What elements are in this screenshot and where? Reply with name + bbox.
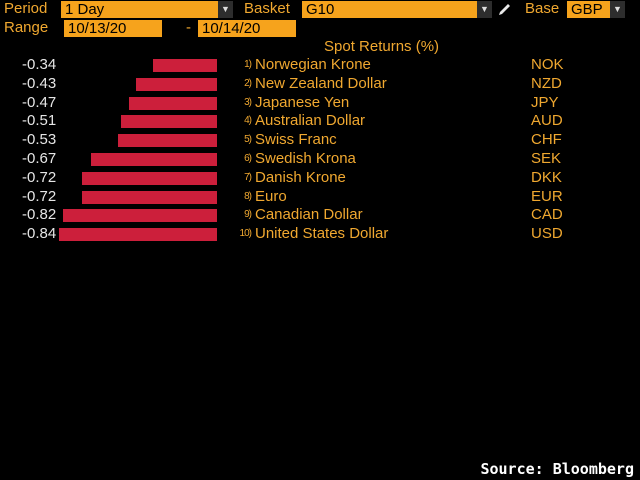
- bar: [136, 78, 217, 91]
- currency-code: DKK: [531, 169, 562, 186]
- rank-label: 10): [239, 228, 252, 239]
- currency-name: Swedish Krona: [255, 150, 356, 167]
- bar: [59, 228, 217, 241]
- rank-label: 8): [244, 191, 252, 202]
- value-label: -0.51: [22, 112, 57, 129]
- list-item[interactable]: -0.47 3) Japanese Yen JPY: [0, 94, 640, 112]
- list-item[interactable]: -0.53 5) Swiss Franc CHF: [0, 131, 640, 149]
- currency-code: AUD: [531, 112, 563, 129]
- value-label: -0.82: [22, 206, 57, 223]
- value-label: -0.34: [22, 56, 57, 73]
- range-end-field[interactable]: 10/14/20: [198, 20, 296, 37]
- list-item[interactable]: -0.72 7) Danish Krone DKK: [0, 169, 640, 187]
- rank-label: 6): [244, 153, 252, 164]
- currency-code: JPY: [531, 94, 559, 111]
- currency-name: Danish Krone: [255, 169, 346, 186]
- currency-name: United States Dollar: [255, 225, 389, 242]
- range-label: Range: [4, 19, 49, 36]
- list-item[interactable]: -0.72 8) Euro EUR: [0, 188, 640, 206]
- range-end-value: 10/14/20: [202, 20, 261, 37]
- rank-label: 9): [244, 209, 252, 220]
- rank-label: 7): [244, 172, 252, 183]
- rank-label: 1): [244, 59, 252, 70]
- currency-code: USD: [531, 225, 563, 242]
- currency-code: SEK: [531, 150, 562, 167]
- chevron-down-icon[interactable]: ▼: [218, 1, 233, 18]
- rank-label: 3): [244, 97, 252, 108]
- bar: [82, 172, 217, 185]
- calendar-icon[interactable]: [300, 21, 311, 33]
- chevron-down-icon[interactable]: ▼: [610, 1, 625, 18]
- list-item[interactable]: -0.67 6) Swedish Krona SEK: [0, 150, 640, 168]
- value-label: -0.47: [22, 94, 57, 111]
- pencil-icon[interactable]: [497, 2, 513, 17]
- bar: [153, 59, 217, 72]
- base-value: GBP: [571, 1, 603, 18]
- basket-dropdown[interactable]: G10 ▼: [302, 1, 492, 18]
- period-dropdown[interactable]: 1 Day ▼: [61, 1, 233, 18]
- currency-name: Euro: [255, 188, 287, 205]
- basket-value: G10: [306, 1, 335, 18]
- base-dropdown[interactable]: GBP ▼: [567, 1, 625, 18]
- value-label: -0.43: [22, 75, 57, 92]
- value-label: -0.67: [22, 150, 57, 167]
- currency-name: Norwegian Krone: [255, 56, 371, 73]
- base-label: Base: [525, 0, 560, 17]
- currency-code: CAD: [531, 206, 563, 223]
- bar: [63, 209, 217, 222]
- value-label: -0.72: [22, 188, 57, 205]
- currency-name: New Zealand Dollar: [255, 75, 387, 92]
- rank-label: 5): [244, 134, 252, 145]
- list-item[interactable]: -0.51 4) Australian Dollar AUD: [0, 112, 640, 130]
- chart-title: Spot Returns (%): [324, 38, 440, 55]
- currency-code: NZD: [531, 75, 562, 92]
- source-caption: Source: Bloomberg: [480, 460, 634, 478]
- currency-name: Japanese Yen: [255, 94, 350, 111]
- list-item[interactable]: -0.84 10) United States Dollar USD: [0, 225, 640, 243]
- rank-label: 2): [244, 78, 252, 89]
- currency-code: EUR: [531, 188, 563, 205]
- list-item[interactable]: -0.82 9) Canadian Dollar CAD: [0, 206, 640, 224]
- value-label: -0.72: [22, 169, 57, 186]
- basket-label: Basket: [244, 0, 290, 17]
- period-label: Period: [4, 0, 48, 17]
- list-item[interactable]: -0.43 2) New Zealand Dollar NZD: [0, 75, 640, 93]
- currency-name: Canadian Dollar: [255, 206, 363, 223]
- bar: [82, 191, 217, 204]
- bar: [91, 153, 217, 166]
- period-value: 1 Day: [65, 1, 105, 18]
- chevron-down-icon[interactable]: ▼: [477, 1, 492, 18]
- bar: [121, 115, 217, 128]
- rank-label: 4): [244, 115, 252, 126]
- calendar-icon[interactable]: [166, 21, 177, 33]
- range-start-field[interactable]: 10/13/20: [64, 20, 162, 37]
- currency-code: CHF: [531, 131, 562, 148]
- currency-code: NOK: [531, 56, 564, 73]
- value-label: -0.53: [22, 131, 57, 148]
- range-separator: -: [186, 19, 191, 36]
- range-start-value: 10/13/20: [68, 20, 127, 37]
- bar: [118, 134, 217, 147]
- value-label: -0.84: [22, 225, 57, 242]
- currency-name: Swiss Franc: [255, 131, 337, 148]
- currency-name: Australian Dollar: [255, 112, 366, 129]
- list-item[interactable]: -0.34 1) Norwegian Krone NOK: [0, 56, 640, 74]
- bar: [129, 97, 217, 110]
